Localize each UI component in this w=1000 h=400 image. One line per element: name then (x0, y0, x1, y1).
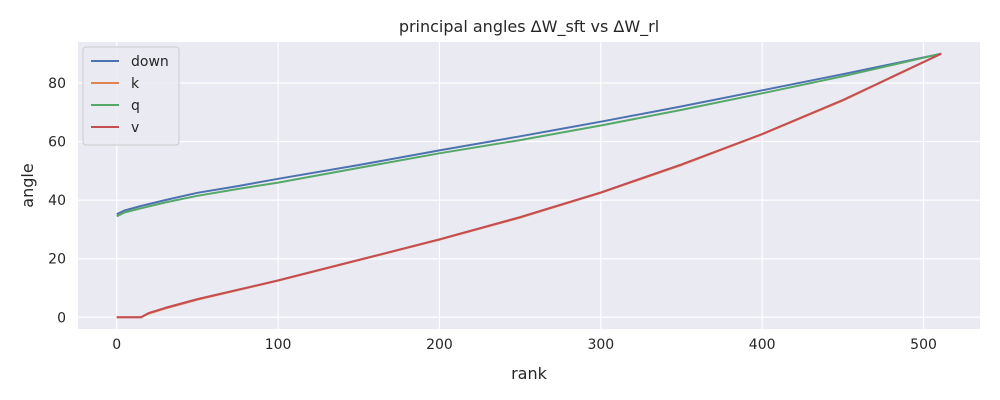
series-line-v (116, 52, 942, 319)
legend-label-v: v (131, 120, 139, 136)
y-tick-label: 80 (48, 76, 66, 92)
series-lines (116, 52, 942, 319)
y-tick-label: 60 (48, 135, 66, 151)
legend-label-down: down (131, 54, 169, 70)
legend: down kqv (82, 46, 180, 146)
series-line-down (116, 52, 942, 216)
y-tick-label: 40 (48, 193, 66, 209)
x-axis-label: rank (511, 364, 548, 383)
x-tick-label: 200 (426, 337, 453, 353)
y-axis: 0 20 40 60 80 (48, 76, 66, 326)
x-tick-label: 100 (265, 337, 292, 353)
x-tick-label: 500 (910, 337, 937, 353)
x-tick-label: 300 (587, 337, 614, 353)
legend-box (82, 46, 180, 146)
y-axis-label: angle (18, 163, 37, 207)
grid (78, 42, 980, 329)
x-tick-label: 400 (749, 337, 776, 353)
legend-label-k: k (131, 76, 140, 92)
plot-area (78, 42, 980, 329)
y-tick-label: 20 (48, 252, 66, 268)
legend-label-q: q (131, 98, 140, 114)
x-tick-label: 0 (112, 337, 121, 353)
chart-title: principal angles ΔW_sft vs ΔW_rl (399, 17, 659, 37)
x-axis: 0 100 200 300 400 500 (112, 337, 937, 353)
y-tick-label: 0 (57, 310, 66, 326)
series-line-q (116, 52, 942, 218)
